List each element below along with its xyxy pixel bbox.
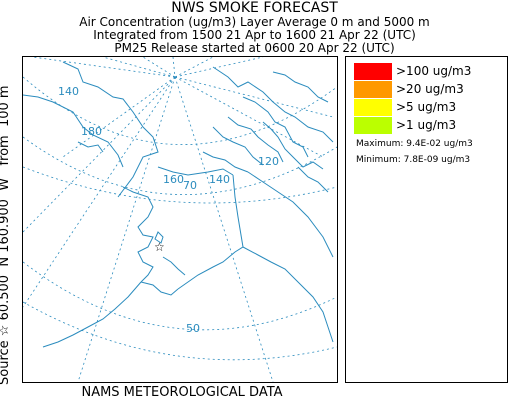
legend-item: >100 ug/m3 xyxy=(354,63,504,81)
map-title: NWS SMOKE FORECAST xyxy=(171,0,338,16)
lon-label-180: 180 xyxy=(81,125,102,138)
legend-label: >20 ug/m3 xyxy=(396,82,464,96)
lat-label-50: 50 xyxy=(186,322,200,335)
minimum-value: Minimum: 7.8E-09 ug/m3 xyxy=(356,155,471,165)
legend-item: >5 ug/m3 xyxy=(354,99,504,117)
maximum-value: Maximum: 9.4E-02 ug/m3 xyxy=(356,139,473,149)
lon-label-east-140: 140 xyxy=(209,173,230,186)
lat-label-70: 70 xyxy=(183,179,197,192)
data-source-footer: NAMS METEOROLOGICAL DATA xyxy=(81,385,283,400)
graticule-labels: 140 180 160 70 140 120 50 xyxy=(58,85,279,335)
source-star-icon: ☆ xyxy=(154,240,165,254)
legend-item: >1 ug/m3 xyxy=(354,117,504,135)
lon-label-west-140: 140 xyxy=(58,85,79,98)
legend-label: >1 ug/m3 xyxy=(396,118,457,132)
lon-label-160: 160 xyxy=(163,173,184,186)
release-info: PM25 Release started at 0600 20 Apr 22 (… xyxy=(114,41,395,55)
legend-swatch xyxy=(354,117,392,134)
map-panel: ☆ 140 180 160 70 140 120 50 xyxy=(22,56,338,383)
graticule-meridians xyxy=(22,56,334,383)
source-location-label: Source ☆ 60.500 N 160.900 W from 100 m xyxy=(0,85,12,385)
coastlines xyxy=(22,61,334,348)
legend-swatch xyxy=(354,63,392,80)
legend-swatch xyxy=(354,99,392,116)
legend-label: >5 ug/m3 xyxy=(396,100,457,114)
legend-swatch xyxy=(354,81,392,98)
map-canvas: ☆ 140 180 160 70 140 120 50 xyxy=(22,56,338,383)
legend-item: >20 ug/m3 xyxy=(354,81,504,99)
legend-panel: >100 ug/m3 >20 ug/m3 >5 ug/m3 >1 ug/m3 M… xyxy=(345,56,508,383)
lon-label-120: 120 xyxy=(258,155,279,168)
graticule-parallels xyxy=(22,76,338,361)
integration-period: Integrated from 1500 21 Apr to 1600 21 A… xyxy=(93,28,416,42)
legend-label: >100 ug/m3 xyxy=(396,64,472,78)
concentration-subtitle: Air Concentration (ug/m3) Layer Average … xyxy=(79,15,430,29)
